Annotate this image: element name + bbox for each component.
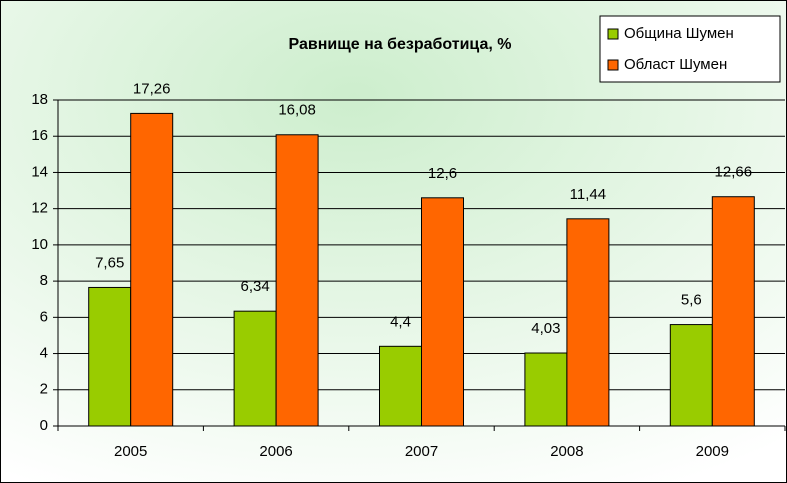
x-tick-label: 2009 <box>696 443 729 460</box>
value-label: 11,44 <box>570 186 606 203</box>
bar <box>379 345 422 427</box>
value-label: 12,6 <box>428 165 457 182</box>
bar <box>669 324 713 427</box>
y-tick-label: 0 <box>40 417 48 434</box>
bar <box>275 134 319 427</box>
y-tick-label: 4 <box>40 345 48 362</box>
y-tick-label: 10 <box>31 236 48 253</box>
x-tick-label: 2007 <box>405 443 438 460</box>
x-tick-label: 2006 <box>259 443 292 460</box>
bar <box>130 112 174 427</box>
x-tick-label: 2008 <box>550 443 583 460</box>
value-label: 16,08 <box>278 102 316 119</box>
chart-title: Равнище на безработица, % <box>289 36 512 53</box>
x-tick-label: 2005 <box>114 443 147 460</box>
bar <box>524 352 568 427</box>
legend-label: Област Шумен <box>624 56 727 73</box>
bar <box>711 196 755 427</box>
y-tick-label: 14 <box>31 163 48 180</box>
bar <box>566 218 610 427</box>
bar <box>233 310 277 427</box>
value-label: 17,26 <box>133 80 171 97</box>
legend-box <box>599 15 781 83</box>
legend-label: Община Шумен <box>624 25 734 42</box>
value-label: 6,34 <box>240 278 269 295</box>
bar <box>88 286 132 427</box>
value-label: 12,66 <box>715 164 753 181</box>
legend-swatch <box>607 28 619 40</box>
value-label: 5,6 <box>681 292 702 309</box>
legend-swatch <box>607 59 619 71</box>
y-tick-label: 2 <box>40 381 48 398</box>
y-tick-label: 16 <box>31 127 48 144</box>
value-label: 7,65 <box>95 254 124 271</box>
y-tick-label: 8 <box>40 272 48 289</box>
y-tick-label: 6 <box>40 308 48 325</box>
bar <box>421 197 464 427</box>
value-label: 4,03 <box>531 320 560 337</box>
y-tick-label: 12 <box>31 200 48 217</box>
y-tick-label: 18 <box>31 91 48 108</box>
value-label: 4,4 <box>390 313 411 330</box>
